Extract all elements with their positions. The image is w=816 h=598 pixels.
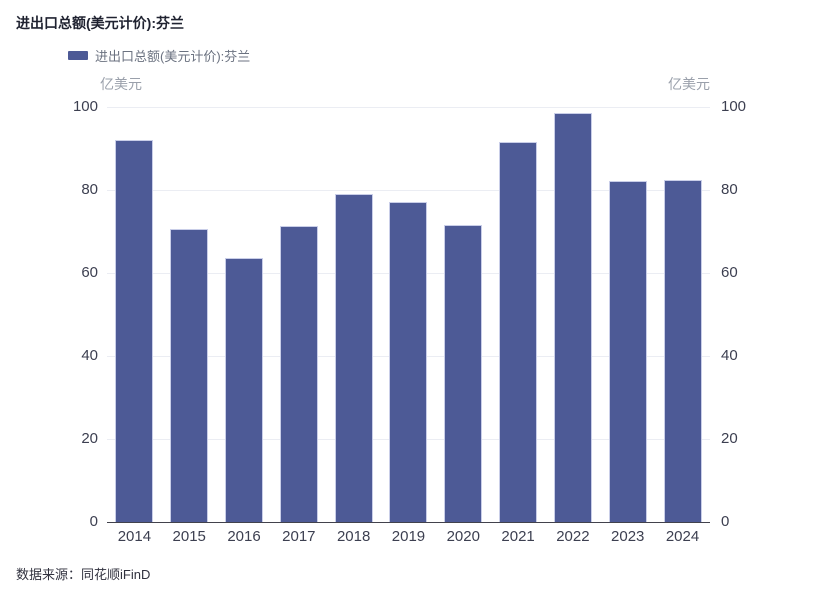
bar-cell-2018 bbox=[326, 107, 381, 522]
bar-2022[interactable] bbox=[553, 112, 592, 522]
bar-cell-2017 bbox=[271, 107, 326, 522]
chart-title: 进出口总额(美元计价):芬兰 bbox=[16, 15, 184, 31]
bar-cell-2022 bbox=[546, 107, 601, 522]
bar-cell-2015 bbox=[162, 107, 217, 522]
x-label-2015: 2015 bbox=[172, 528, 206, 545]
x-label-2023: 2023 bbox=[611, 528, 645, 545]
y-tick-right-20: 20 bbox=[721, 430, 738, 447]
bar-cell-2021 bbox=[491, 107, 546, 522]
bar-2016[interactable] bbox=[225, 258, 264, 522]
bar-series bbox=[107, 107, 710, 522]
bar-2017[interactable] bbox=[279, 225, 318, 522]
y-tick-left-0: 0 bbox=[89, 513, 98, 530]
legend-label: 进出口总额(美元计价):芬兰 bbox=[95, 49, 251, 64]
bar-2024[interactable] bbox=[663, 180, 702, 522]
bar-cell-2023 bbox=[600, 107, 655, 522]
bar-2021[interactable] bbox=[499, 142, 538, 522]
bar-cell-2016 bbox=[217, 107, 272, 522]
y-tick-left-40: 40 bbox=[81, 347, 98, 364]
bar-cell-2020 bbox=[436, 107, 491, 522]
y-tick-right-80: 80 bbox=[721, 181, 738, 198]
y-tick-left-100: 100 bbox=[72, 98, 98, 115]
bar-cell-2019 bbox=[381, 107, 436, 522]
bar-2018[interactable] bbox=[334, 194, 373, 522]
x-label-2017: 2017 bbox=[282, 528, 316, 545]
x-label-2018: 2018 bbox=[336, 528, 371, 545]
x-axis-labels: 2014 2015 2016 2017 2018 2019 2020 2021 2022 2023… bbox=[107, 528, 710, 545]
legend-item[interactable]: 进出口总额(美元计价):芬兰 bbox=[68, 46, 250, 65]
bar-cell-2014 bbox=[107, 107, 162, 522]
bar-2023[interactable] bbox=[608, 180, 647, 522]
bar-cell-2024 bbox=[655, 107, 710, 522]
bar-2020[interactable] bbox=[444, 224, 483, 522]
x-label-2021: 2021 bbox=[501, 528, 535, 545]
x-label-2024: 2024 bbox=[665, 528, 700, 545]
x-label-2020: 2020 bbox=[446, 528, 480, 545]
x-axis-line bbox=[107, 522, 710, 523]
y-tick-right-60: 60 bbox=[721, 264, 738, 281]
y-axis-unit-right: 亿美元 bbox=[668, 76, 710, 92]
y-tick-right-100: 100 bbox=[721, 98, 747, 115]
x-label-2014: 2014 bbox=[117, 528, 152, 545]
y-tick-left-60: 60 bbox=[81, 264, 98, 281]
x-label-2016: 2016 bbox=[227, 528, 261, 545]
gridline-80 bbox=[107, 190, 710, 191]
x-label-2019: 2019 bbox=[391, 528, 426, 545]
y-tick-left-80: 80 bbox=[81, 181, 98, 198]
y-tick-left-20: 20 bbox=[81, 430, 98, 447]
bar-2014[interactable] bbox=[115, 140, 154, 522]
gridline-100 bbox=[107, 107, 710, 108]
plot-area bbox=[107, 107, 710, 523]
bar-2015[interactable] bbox=[170, 229, 209, 522]
y-tick-right-40: 40 bbox=[721, 347, 738, 364]
data-source-note: 数据来源：同花顺iFinD bbox=[16, 567, 151, 582]
legend-swatch-icon bbox=[68, 51, 88, 60]
y-axis-unit-left: 亿美元 bbox=[100, 76, 142, 92]
x-label-2022: 2022 bbox=[556, 528, 590, 545]
bar-2019[interactable] bbox=[389, 201, 428, 522]
y-tick-right-0: 0 bbox=[721, 513, 730, 530]
